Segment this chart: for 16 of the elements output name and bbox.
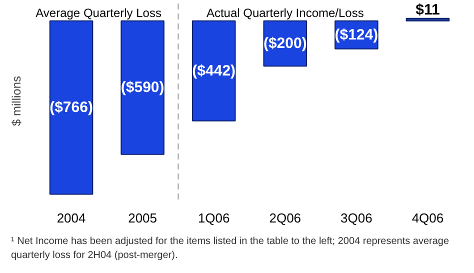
data-label: ($124) xyxy=(334,26,378,44)
annotation: Average Quarterly Loss xyxy=(36,6,162,20)
x-tick-label: 1Q06 xyxy=(198,210,230,226)
x-tick-label: 2004 xyxy=(56,210,86,226)
y-axis-title: $ millions xyxy=(10,76,24,126)
data-label: $11 xyxy=(416,1,440,18)
x-tick-label: 2Q06 xyxy=(269,210,302,226)
data-label: ($590) xyxy=(120,79,164,96)
data-label: ($442) xyxy=(192,62,236,80)
x-tick-label: 2005 xyxy=(128,210,158,226)
text: ¹ Net Income has been adjusted for the items listed in the table to the left; 2004 represents average quarterly loss for 2H04 (post-merger). xyxy=(11,235,450,264)
x-tick-label: 3Q06 xyxy=(340,210,372,226)
annotation: Actual Quarterly Income/Loss xyxy=(206,6,364,20)
x-tick-label: 4Q06 xyxy=(412,210,444,226)
data-label: ($200) xyxy=(263,34,307,52)
data-label: ($766) xyxy=(50,99,93,116)
